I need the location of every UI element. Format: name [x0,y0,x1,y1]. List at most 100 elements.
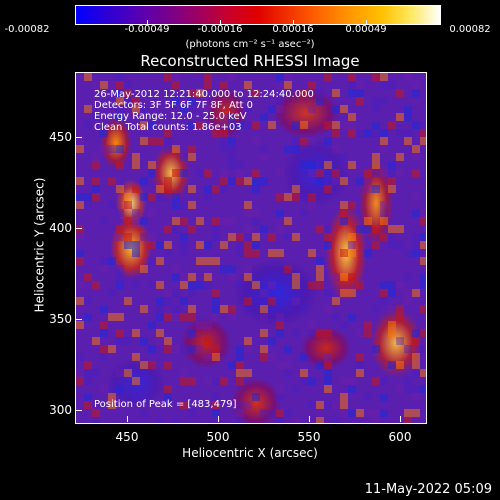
texture-pixel [316,329,324,337]
colorbar-tickmark [75,20,76,24]
texture-pixel [244,241,252,249]
texture-pixel [332,401,340,409]
texture-pixel [412,145,420,153]
texture-pixel [252,185,260,193]
y-tick-label: 450 [49,130,72,144]
texture-pixel [380,73,388,81]
texture-pixel [284,265,292,273]
texture-pixel [420,233,426,241]
texture-pixel [420,209,426,217]
texture-pixel [188,273,196,281]
texture-pixel [140,121,148,129]
texture-pixel [92,281,100,289]
texture-pixel [228,113,236,121]
texture-pixel [180,153,188,161]
texture-pixel [148,257,156,265]
y-tick-label: 300 [49,403,72,417]
texture-pixel [84,121,92,129]
texture-pixel [412,81,420,89]
texture-pixel [380,377,388,385]
texture-pixel [116,281,124,289]
texture-pixel [260,353,268,361]
texture-pixel [372,305,380,313]
x-tick-mark [218,416,219,422]
texture-pixel [236,121,244,129]
texture-pixel [252,169,260,177]
texture-pixel [300,369,308,377]
texture-pixel [324,241,332,249]
texture-pixel [356,281,364,289]
texture-pixel [228,361,236,369]
texture-pixel [116,265,124,273]
texture-pixel [388,185,396,193]
texture-pixel [164,185,172,193]
texture-pixel [76,193,84,201]
texture-pixel [172,225,180,233]
texture-pixel [172,145,180,153]
texture-pixel [212,409,220,417]
texture-pixel [388,225,396,233]
texture-pixel [412,329,420,337]
texture-pixel [148,233,156,241]
texture-pixel [108,177,116,185]
texture-pixel [212,289,220,297]
texture-pixel [188,97,196,105]
texture-pixel [372,121,380,129]
texture-pixel [364,129,372,137]
texture-pixel [308,81,316,89]
texture-pixel [188,225,196,233]
texture-pixel [164,337,172,345]
texture-pixel [164,361,172,369]
texture-pixel [220,169,228,177]
texture-pixel [396,313,404,321]
texture-pixel [212,225,220,233]
texture-pixel [268,121,276,129]
texture-pixel [276,225,284,233]
texture-pixel [116,89,124,97]
texture-pixel [164,313,172,321]
texture-pixel [140,337,148,345]
texture-pixel [132,97,140,105]
texture-pixel [204,73,212,81]
texture-pixel [172,289,180,297]
texture-pixel [180,201,188,209]
texture-pixel [324,225,332,233]
texture-pixel [140,137,148,145]
texture-pixel [276,417,284,423]
texture-pixel [196,241,204,249]
texture-pixel [332,169,340,177]
y-tick-mark [76,228,82,229]
texture-pixel [316,281,324,289]
texture-pixel [228,121,236,129]
texture-pixel [404,289,412,297]
texture-pixel [196,257,204,265]
texture-pixel [92,153,100,161]
texture-pixel [340,201,348,209]
texture-pixel [84,401,92,409]
texture-pixel [188,329,196,337]
texture-pixel [396,337,404,345]
texture-pixel [108,145,116,153]
texture-pixel [348,289,356,297]
texture-pixel [300,377,308,385]
texture-pixel [340,401,348,409]
texture-pixel [284,361,292,369]
texture-pixel [100,217,108,225]
x-tick-label: 450 [115,430,139,444]
texture-pixel [412,289,420,297]
texture-pixel [324,385,332,393]
texture-pixel [100,257,108,265]
texture-pixel [124,241,132,249]
texture-pixel [356,369,364,377]
texture-pixel [124,233,132,241]
texture-pixel [236,401,244,409]
texture-pixel [348,73,356,81]
texture-pixel [228,161,236,169]
texture-pixel [76,233,84,241]
texture-pixel [308,193,316,201]
texture-pixel [412,369,420,377]
texture-pixel [308,161,316,169]
texture-pixel [252,177,260,185]
texture-pixel [276,169,284,177]
texture-pixel [164,137,172,145]
